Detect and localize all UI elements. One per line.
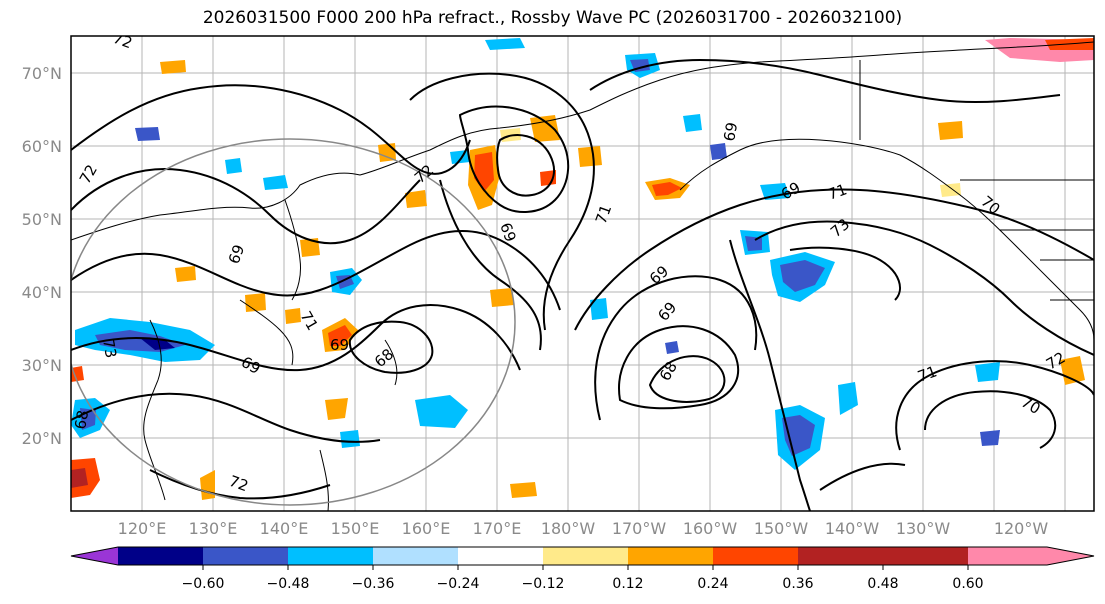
lon-label: 180°W xyxy=(541,519,596,538)
refractivity-shading xyxy=(71,38,1094,500)
colorbar-outline xyxy=(70,546,1095,566)
lon-label: 140°W xyxy=(825,519,880,538)
lon-label: 160°W xyxy=(683,519,738,538)
colorbar-label: 0.60 xyxy=(952,576,983,592)
colorbar-swatch xyxy=(203,547,288,565)
lon-label: 130°E xyxy=(189,519,238,538)
colorbar-swatch xyxy=(543,547,628,565)
contour-label: 71 xyxy=(825,180,849,203)
coastlines xyxy=(71,41,1094,511)
longitude-labels: 120°E 130°E 140°E 150°E 160°E 170°E 180°… xyxy=(118,519,1049,538)
colorbar-label: −0.12 xyxy=(522,576,565,592)
lon-label: 170°E xyxy=(473,519,522,538)
contour-label: 69 xyxy=(225,242,248,266)
map-content: 72 72 72 69 69 69 68 73 71 71 69 69 69 7… xyxy=(71,36,1094,511)
contour-label: 69 xyxy=(496,220,519,244)
colorbar-ticks xyxy=(202,565,969,570)
lat-label: 40°N xyxy=(22,283,62,302)
colorbar-label: −0.24 xyxy=(437,576,480,592)
lat-label: 20°N xyxy=(22,429,62,448)
lat-label: 60°N xyxy=(22,137,62,156)
colorbar: −0.60 −0.48 −0.36 −0.24 −0.12 0.12 0.24 … xyxy=(70,546,1095,592)
colorbar-label: 0.48 xyxy=(867,576,898,592)
lon-label: 130°W xyxy=(896,519,951,538)
lon-label: 150°W xyxy=(754,519,809,538)
lon-label: 150°E xyxy=(331,519,380,538)
map-frame-bg xyxy=(71,36,1094,511)
colorbar-swatch xyxy=(373,547,458,565)
colorbar-label: 0.12 xyxy=(612,576,643,592)
map-border xyxy=(70,35,1095,512)
lon-label: 120°E xyxy=(118,519,167,538)
colorbar-label: −0.60 xyxy=(182,576,225,592)
colorbar-swatch xyxy=(628,547,713,565)
colorbar-label: 0.24 xyxy=(697,576,728,592)
contour-label: 69 xyxy=(330,336,349,354)
contour-label: 72 xyxy=(227,472,251,495)
colorbar-swatch xyxy=(798,547,883,565)
colorbar-swatch xyxy=(118,547,203,565)
colorbar-label: −0.48 xyxy=(267,576,310,592)
latitude-labels: 70°N 60°N 50°N 40°N 30°N 20°N xyxy=(22,64,62,448)
lon-label: 170°W xyxy=(612,519,667,538)
lat-label: 50°N xyxy=(22,210,62,229)
colorbar-swatch xyxy=(288,547,373,565)
colorbar-swatch xyxy=(458,547,543,565)
lon-label: 120°W xyxy=(994,519,1049,538)
lon-label: 140°E xyxy=(260,519,309,538)
colorbar-swatch xyxy=(713,547,798,565)
lon-label: 160°E xyxy=(402,519,451,538)
contour-label: 69 xyxy=(720,121,741,143)
lat-label: 30°N xyxy=(22,356,62,375)
contour-label: 73 xyxy=(99,338,120,360)
lat-label: 70°N xyxy=(22,64,62,83)
colorbar-extend-low xyxy=(71,547,118,565)
geopotential-contours xyxy=(71,58,1094,511)
figure-title: 2026031500 F000 200 hPa refract., Rossby… xyxy=(202,8,903,28)
colorbar-label: 0.36 xyxy=(782,576,813,592)
contour-label: 71 xyxy=(592,202,615,226)
colorbar-label: −0.36 xyxy=(352,576,395,592)
colorbar-swatch xyxy=(883,547,968,565)
contour-label: 71 xyxy=(915,362,939,385)
reference-circle xyxy=(71,138,516,506)
contour-label: 68 xyxy=(71,409,92,431)
